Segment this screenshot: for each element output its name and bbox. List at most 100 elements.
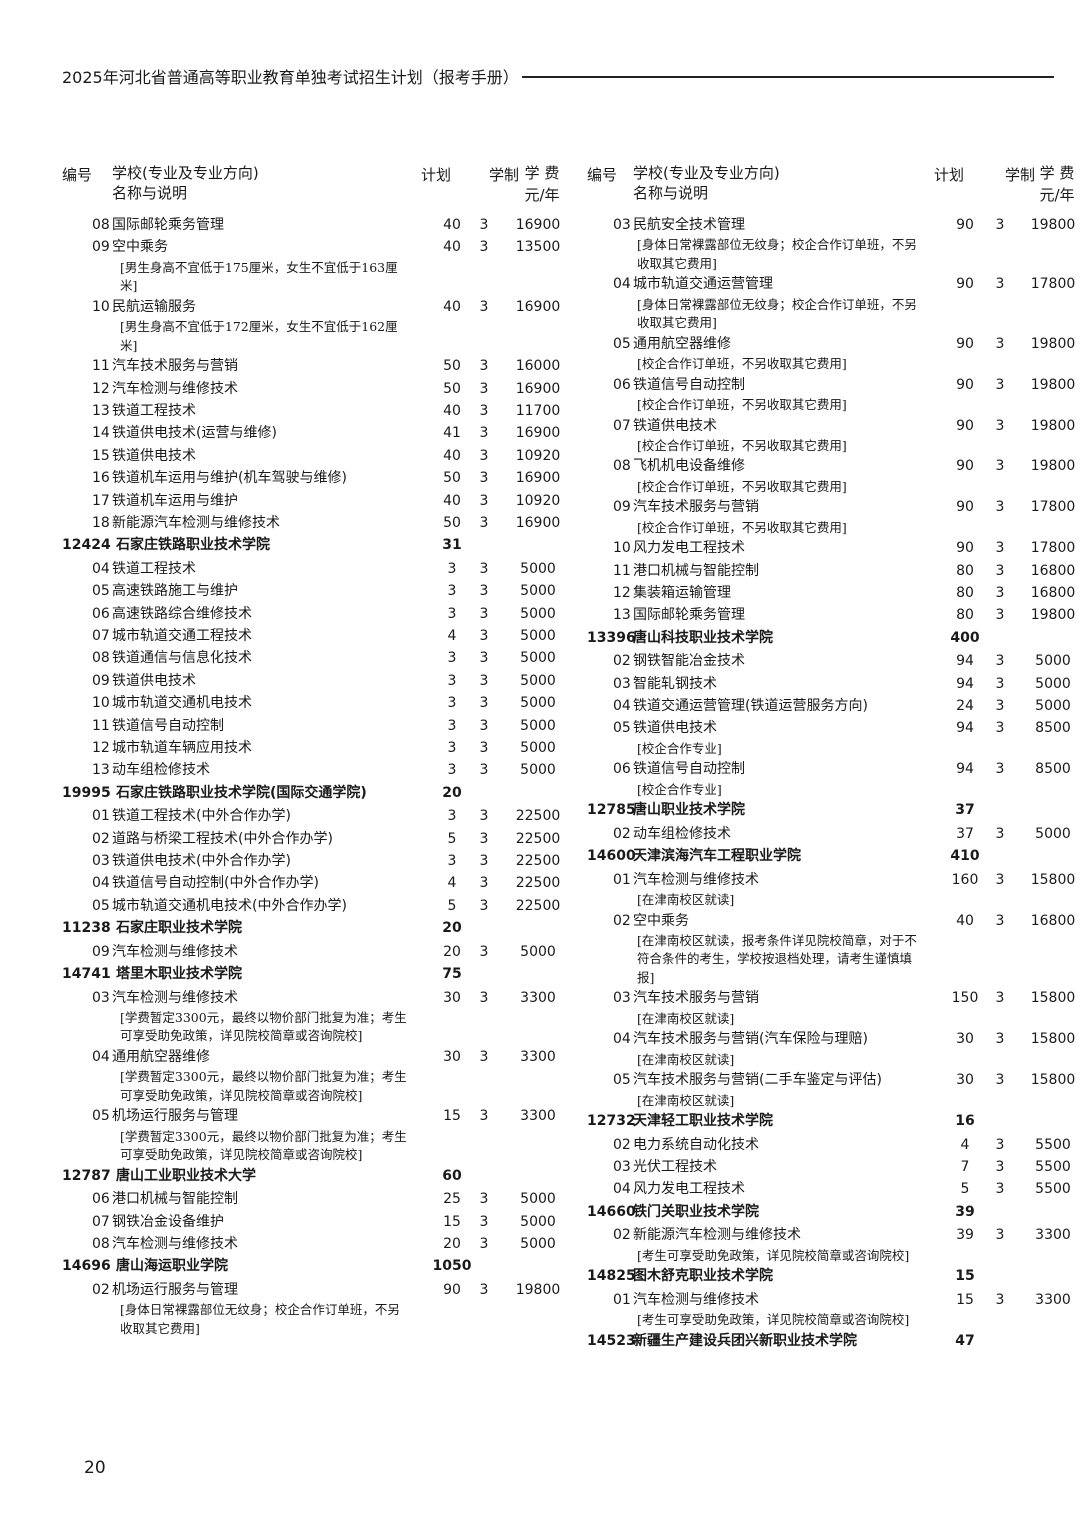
years: 3 bbox=[479, 239, 489, 256]
name: 道路与桥梁工程技术(中外合作办学) bbox=[112, 830, 333, 847]
plan: 50 bbox=[443, 358, 461, 375]
plan: 40 bbox=[443, 402, 461, 419]
fee: 8500 bbox=[1035, 761, 1071, 778]
fee: 5000 bbox=[1035, 653, 1071, 670]
years: 3 bbox=[479, 989, 489, 1006]
row-main: 01 汽车检测与维修技术 15 3 3300 bbox=[587, 1289, 1080, 1311]
code: 08 bbox=[92, 217, 110, 233]
years: 3 bbox=[479, 583, 489, 600]
row-main: 06 铁道信号自动控制 90 3 19800 bbox=[587, 374, 1080, 396]
code: 05 bbox=[92, 897, 110, 914]
plan: 37 bbox=[955, 802, 975, 819]
plan: 5 bbox=[447, 897, 457, 914]
row-main: 14696 唐山海运职业学院 1050 bbox=[62, 1255, 572, 1279]
years: 3 bbox=[995, 607, 1005, 624]
fee: 5500 bbox=[1035, 1158, 1071, 1175]
years: 3 bbox=[995, 720, 1005, 737]
page-number: 20 bbox=[84, 1458, 106, 1478]
column-header: 编号 学校(专业及专业方向) 名称与说明 计划 学制学 费元/年 bbox=[62, 158, 572, 214]
name: 天津轻工职业技术学院 bbox=[633, 1113, 773, 1130]
school-row: 14741 塔里木职业技术学院 75 bbox=[62, 963, 572, 987]
plan: 37 bbox=[956, 825, 974, 842]
years: 3 bbox=[479, 852, 489, 869]
years: 3 bbox=[479, 298, 489, 315]
plan: 50 bbox=[443, 380, 461, 397]
name: 唐山海运职业学院 bbox=[116, 1258, 228, 1275]
code: 10 bbox=[613, 540, 631, 557]
major-row: 06 铁道信号自动控制 90 3 19800 [校企合作订单班，不另收取其它费用] bbox=[587, 374, 1080, 415]
school-row: 14696 唐山海运职业学院 1050 bbox=[62, 1255, 572, 1279]
years: 3 bbox=[995, 912, 1005, 929]
plan: 31 bbox=[442, 537, 462, 554]
years: 3 bbox=[995, 1227, 1005, 1244]
plan: 90 bbox=[956, 458, 974, 475]
name: 港口机械与智能控制 bbox=[633, 562, 759, 579]
row-main: 09 空中乘务 40 3 13500 bbox=[62, 236, 572, 258]
note: [在津南校区就读] bbox=[637, 892, 735, 908]
fee: 16000 bbox=[515, 358, 561, 375]
header-code: 编号 bbox=[587, 166, 618, 184]
code: 08 bbox=[92, 650, 110, 667]
row-main: 12 集装箱运输管理 80 3 16800 bbox=[587, 582, 1080, 604]
row-main: 09 汽车技术服务与营销 90 3 17800 bbox=[587, 496, 1080, 518]
plan: 15 bbox=[955, 1268, 975, 1285]
fee: 16800 bbox=[1030, 585, 1076, 602]
plan: 3 bbox=[447, 695, 457, 712]
note: [校企合作订单班，不另收取其它费用] bbox=[637, 519, 847, 535]
code: 02 bbox=[92, 1281, 110, 1298]
name: 铁道信号自动控制(中外合作办学) bbox=[112, 875, 319, 892]
name: 汽车检测与维修技术 bbox=[112, 943, 238, 960]
fee: 5000 bbox=[1035, 825, 1071, 842]
fee: 19800 bbox=[1030, 458, 1076, 475]
name: 国际邮轮乘务管理 bbox=[633, 607, 745, 624]
plan: 80 bbox=[956, 562, 974, 579]
plan: 90 bbox=[956, 540, 974, 557]
plan: 90 bbox=[956, 417, 974, 434]
years: 3 bbox=[995, 417, 1005, 434]
major-row: 05 机场运行服务与管理 15 3 3300 [学费暂定3300元，最终以物价部门批复为准… bbox=[62, 1105, 572, 1164]
note: [校企合作订单班，不另收取其它费用] bbox=[637, 437, 847, 453]
major-row: 04 城市轨道交通运营管理 90 3 17800 [身体日常裸露部位无纹身；校企合作订单班… bbox=[587, 273, 1080, 332]
plan: 5 bbox=[447, 830, 457, 847]
code: 14660 bbox=[587, 1203, 636, 1220]
row-main: 18 新能源汽车检测与维修技术 50 3 16900 bbox=[62, 512, 572, 534]
code: 03 bbox=[613, 1158, 631, 1175]
plan: 30 bbox=[443, 989, 461, 1006]
major-row: 01 汽车检测与维修技术 15 3 3300 [考生可享受助免政策，详见院校简章或咨询院校… bbox=[587, 1289, 1080, 1330]
row-main: 11 铁道信号自动控制 3 3 5000 bbox=[62, 715, 572, 737]
code: 18 bbox=[92, 514, 110, 531]
header-plan: 计划 bbox=[933, 166, 965, 184]
fee: 16900 bbox=[515, 380, 561, 397]
fee: 16800 bbox=[1030, 562, 1076, 579]
name: 铁道供电技术(运营与维修) bbox=[112, 425, 277, 442]
row-main: 04 铁道信号自动控制(中外合作办学) 4 3 22500 bbox=[62, 872, 572, 894]
fee: 22500 bbox=[515, 897, 561, 914]
row-main: 07 铁道供电技术 90 3 19800 bbox=[587, 415, 1080, 437]
school-row: 13396 唐山科技职业技术学院 400 bbox=[587, 627, 1080, 651]
plan: 90 bbox=[956, 499, 974, 516]
row-main: 03 汽车检测与维修技术 30 3 3300 bbox=[62, 987, 572, 1009]
code: 02 bbox=[613, 1136, 631, 1153]
row-main: 06 铁道信号自动控制 94 3 8500 bbox=[587, 758, 1080, 780]
fee: 5000 bbox=[1035, 675, 1071, 692]
fee: 5000 bbox=[520, 943, 556, 960]
code: 04 bbox=[92, 1048, 110, 1065]
note: [校企合作专业] bbox=[637, 781, 722, 797]
fee: 10920 bbox=[515, 447, 561, 464]
note: [在津南校区就读] bbox=[637, 1092, 735, 1108]
fee: 16900 bbox=[515, 217, 561, 233]
fee: 15800 bbox=[1030, 1072, 1076, 1089]
row-main: 13 动车组检修技术 3 3 5000 bbox=[62, 759, 572, 781]
fee: 15800 bbox=[1030, 871, 1076, 888]
years: 3 bbox=[995, 499, 1005, 516]
major-row: 13 铁道工程技术 40 3 11700 bbox=[62, 400, 572, 422]
plan: 15 bbox=[443, 1108, 461, 1125]
plan: 80 bbox=[956, 585, 974, 602]
row-main: 02 电力系统自动化技术 4 3 5500 bbox=[587, 1134, 1080, 1156]
years: 3 bbox=[995, 698, 1005, 715]
fee: 17800 bbox=[1030, 276, 1076, 293]
major-row: 04 铁道交通运营管理(铁道运营服务方向) 24 3 5000 bbox=[587, 695, 1080, 717]
fee: 16900 bbox=[515, 298, 561, 315]
name: 城市轨道交通机电技术(中外合作办学) bbox=[112, 897, 347, 914]
years: 3 bbox=[479, 470, 489, 487]
